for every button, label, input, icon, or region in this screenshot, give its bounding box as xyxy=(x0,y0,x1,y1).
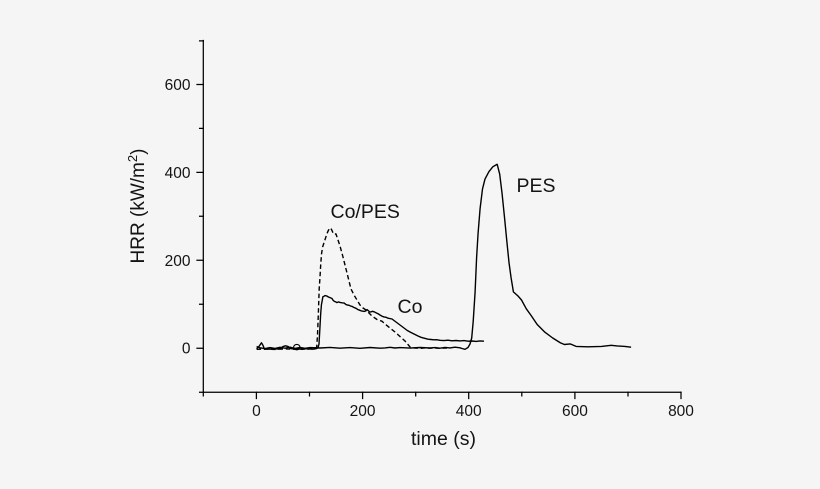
svg-text:0: 0 xyxy=(252,403,261,420)
svg-text:Co/PES: Co/PES xyxy=(331,201,400,223)
svg-text:400: 400 xyxy=(165,165,191,182)
svg-text:Co: Co xyxy=(398,296,423,318)
svg-text:600: 600 xyxy=(562,403,588,420)
svg-text:400: 400 xyxy=(456,403,482,420)
svg-text:0: 0 xyxy=(182,341,191,358)
svg-text:800: 800 xyxy=(668,403,694,420)
svg-text:time (s): time (s) xyxy=(411,428,476,450)
svg-text:600: 600 xyxy=(165,77,191,94)
svg-text:200: 200 xyxy=(350,403,376,420)
svg-text:HRR (kW/m2): HRR (kW/m2) xyxy=(125,149,149,264)
svg-text:PES: PES xyxy=(517,175,556,197)
svg-text:200: 200 xyxy=(165,253,191,270)
